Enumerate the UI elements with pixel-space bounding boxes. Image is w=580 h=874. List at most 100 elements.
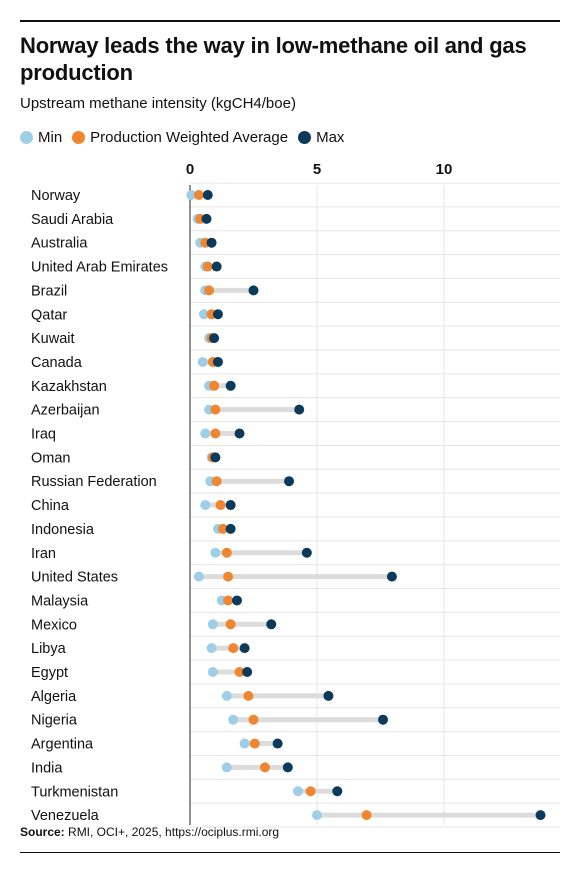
country-label: Argentina — [31, 737, 94, 753]
country-label: Australia — [31, 236, 88, 252]
country-label: Azerbaijan — [31, 403, 100, 419]
source-note: Source: RMI, OCI+, 2025, https://ociplus… — [20, 825, 279, 839]
max-point — [225, 523, 236, 534]
average-point — [225, 619, 236, 630]
legend-dot-min — [20, 131, 33, 144]
source-label: Source: — [20, 825, 65, 839]
country-label: Malaysia — [31, 593, 89, 609]
max-point — [332, 786, 343, 797]
country-label: United Arab Emirates — [31, 260, 168, 276]
max-point — [212, 356, 223, 367]
max-point — [234, 428, 245, 439]
legend-label-min: Min — [38, 129, 63, 146]
average-point — [218, 523, 229, 534]
min-point — [200, 500, 211, 511]
max-point — [201, 213, 212, 224]
country-label: Mexico — [31, 617, 77, 633]
min-point — [239, 738, 250, 749]
max-point — [209, 333, 220, 344]
min-point — [197, 356, 208, 367]
average-point — [243, 690, 254, 701]
country-label: Iraq — [31, 427, 56, 443]
max-point — [225, 380, 236, 391]
max-point — [272, 738, 283, 749]
min-point — [228, 714, 239, 725]
average-point — [202, 261, 213, 272]
country-label: Canada — [31, 355, 83, 371]
min-point — [292, 786, 303, 797]
country-label: Indonesia — [31, 522, 95, 538]
legend-item-max: Max — [298, 129, 344, 146]
max-point — [378, 714, 389, 725]
max-point — [294, 404, 305, 415]
min-point — [312, 810, 322, 821]
legend-item-min: Min — [20, 129, 62, 146]
country-label: Saudi Arabia — [31, 212, 114, 228]
country-label: Algeria — [31, 689, 77, 705]
average-point — [211, 476, 222, 487]
country-label: Kuwait — [31, 331, 75, 347]
max-point — [211, 261, 222, 272]
max-point — [282, 762, 293, 773]
country-label: Russian Federation — [31, 474, 157, 490]
max-point — [242, 667, 253, 677]
max-point — [239, 643, 250, 654]
average-point — [204, 285, 215, 296]
country-label: Libya — [31, 641, 67, 657]
min-point — [210, 547, 221, 558]
country-label: Turkmenistan — [31, 784, 118, 800]
max-point — [266, 619, 277, 630]
country-label: India — [31, 760, 63, 776]
average-point — [361, 810, 372, 821]
max-point — [225, 500, 236, 511]
average-point — [234, 667, 245, 677]
legend: Min Production Weighted Average Max — [20, 129, 354, 146]
legend-dot-max — [298, 131, 312, 144]
top-rule — [20, 20, 560, 22]
min-point — [193, 571, 204, 582]
max-point — [284, 476, 295, 487]
chart-title: Norway leads the way in low-methane oil … — [20, 33, 527, 85]
legend-dot-average — [72, 131, 86, 144]
average-point — [193, 190, 204, 200]
min-point — [198, 309, 209, 320]
max-point — [301, 547, 312, 558]
min-point — [186, 190, 197, 200]
country-label: Brazil — [31, 283, 67, 299]
legend-label-average: Production Weighted Average — [90, 129, 289, 146]
x-tick-label: 5 — [313, 161, 321, 178]
legend-item-average: Production Weighted Average — [72, 129, 288, 146]
bottom-rule — [20, 852, 560, 853]
max-point — [210, 452, 221, 463]
average-point — [249, 738, 260, 749]
max-point — [212, 309, 223, 320]
country-label: China — [31, 498, 70, 514]
country-label: Kazakhstan — [31, 379, 107, 395]
country-label: Nigeria — [31, 713, 78, 729]
chart-subtitle: Upstream methane intensity (kgCH4/boe) — [20, 95, 296, 112]
min-point — [206, 643, 217, 654]
max-point — [231, 595, 242, 606]
average-point — [210, 404, 221, 415]
max-point — [386, 571, 397, 582]
average-point — [248, 714, 259, 725]
average-point — [228, 643, 239, 654]
min-point — [221, 762, 232, 773]
max-point — [206, 237, 217, 248]
max-point — [248, 285, 259, 296]
country-label: Egypt — [31, 665, 68, 681]
legend-label-max: Max — [316, 129, 345, 146]
average-point — [209, 380, 220, 391]
country-label: Qatar — [31, 307, 67, 323]
source-text: RMI, OCI+, 2025, https://ociplus.rmi.org — [64, 825, 280, 839]
max-point — [535, 810, 546, 821]
average-point — [215, 500, 226, 511]
country-label: Iran — [31, 546, 56, 562]
x-tick-label: 0 — [186, 161, 194, 178]
max-point — [202, 190, 213, 200]
average-point — [223, 571, 234, 582]
average-point — [259, 762, 270, 773]
average-point — [221, 547, 232, 558]
min-point — [207, 619, 218, 630]
max-point — [323, 690, 334, 701]
